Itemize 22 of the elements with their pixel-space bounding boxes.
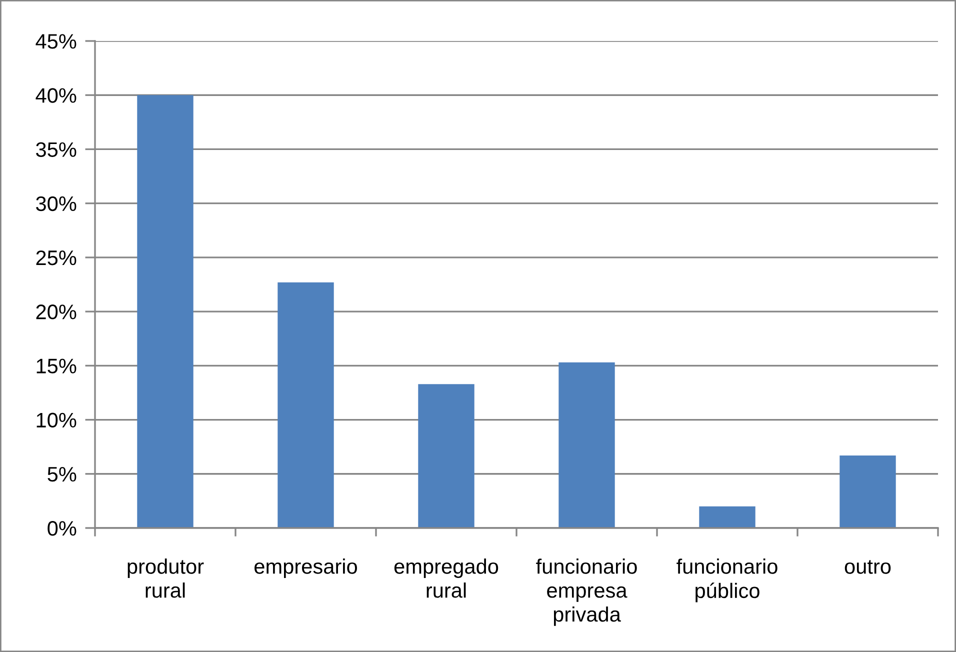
x-tick-label: empregado rural <box>394 558 498 598</box>
y-tick-label: 30% <box>36 196 76 212</box>
y-tick-label: 25% <box>36 250 76 266</box>
bar <box>840 455 896 528</box>
y-tick-label: 5% <box>48 466 76 482</box>
x-tick-label: produtor rural <box>128 558 204 598</box>
bar <box>699 506 756 528</box>
y-tick-label: 15% <box>36 358 76 374</box>
y-tick-label: 35% <box>36 142 76 157</box>
bar <box>137 95 194 528</box>
y-tick-label: 45% <box>36 34 76 49</box>
y-tick-label: 40% <box>36 88 76 103</box>
y-tick-label: 10% <box>36 412 76 428</box>
y-tick-label: 20% <box>36 304 76 320</box>
bar <box>558 362 615 528</box>
bar <box>278 282 334 528</box>
x-tick-label: funcionario público <box>676 558 778 602</box>
x-tick-label: funcionario empresa privada <box>536 558 637 626</box>
y-tick-label: 0% <box>48 521 76 536</box>
bar <box>418 384 474 528</box>
x-tick-label: outro <box>844 560 891 574</box>
x-tick-label: empresario <box>254 558 357 578</box>
